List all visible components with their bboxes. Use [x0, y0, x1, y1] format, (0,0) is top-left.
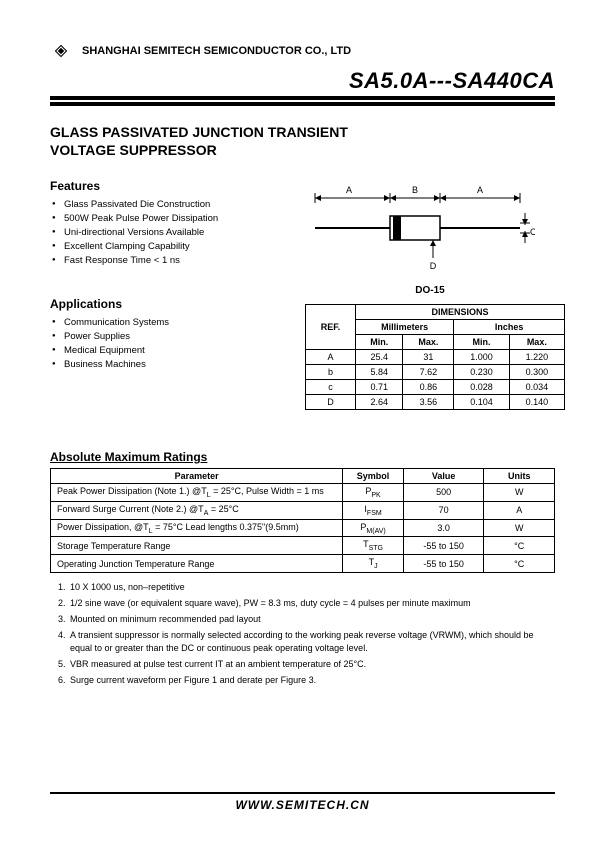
list-item: 500W Peak Pulse Power Dissipation: [64, 213, 285, 224]
abs-col-param: Parameter: [51, 469, 343, 484]
list-item: Uni-directional Versions Available: [64, 227, 285, 238]
list-item: Glass Passivated Die Construction: [64, 199, 285, 210]
dim-min: Min.: [454, 335, 509, 350]
package-drawing: A B A: [305, 173, 535, 283]
footer-rule: [50, 792, 555, 794]
page-title: GLASS PASSIVATED JUNCTION TRANSIENT VOLT…: [50, 124, 555, 159]
dim-mm-header: Millimeters: [356, 320, 454, 335]
table-row: b5.847.620.2300.300: [306, 365, 565, 380]
features-list: Glass Passivated Die Construction 500W Pe…: [50, 199, 285, 266]
applications-list: Communication Systems Power Supplies Medic…: [50, 317, 285, 370]
notes-list: 10 X 1000 us, non–repetitive 1/2 sine wav…: [50, 581, 555, 686]
svg-text:C: C: [530, 227, 535, 237]
list-item: Power Supplies: [64, 331, 285, 342]
part-range: SA5.0A---SA440CA: [50, 68, 555, 94]
dim-max: Max.: [509, 335, 564, 350]
list-item: A transient suppressor is normally selec…: [68, 629, 555, 653]
abs-heading: Absolute Maximum Ratings: [50, 450, 555, 464]
title-line2: VOLTAGE SUPPRESSOR: [50, 142, 217, 158]
dim-header: DIMENSIONS: [356, 305, 565, 320]
list-item: Business Machines: [64, 359, 285, 370]
footer-url: WWW.SEMITECH.CN: [50, 798, 555, 812]
abs-col-val: Value: [403, 469, 484, 484]
svg-text:D: D: [430, 261, 437, 271]
table-row: c0.710.860.0280.034: [306, 380, 565, 395]
list-item: Medical Equipment: [64, 345, 285, 356]
title-line1: GLASS PASSIVATED JUNCTION TRANSIENT: [50, 124, 348, 140]
list-item: Communication Systems: [64, 317, 285, 328]
svg-text:B: B: [412, 185, 418, 195]
features-heading: Features: [50, 179, 285, 193]
dim-max: Max.: [403, 335, 454, 350]
table-row: Peak Power Dissipation (Note 1.) @TL = 2…: [51, 484, 555, 502]
header-row: SHANGHAI SEMITECH SEMICONDUCTOR CO., LTD: [50, 40, 555, 62]
abs-col-sym: Symbol: [343, 469, 403, 484]
svg-text:A: A: [346, 185, 352, 195]
table-row: D2.643.560.1040.140: [306, 395, 565, 410]
table-row: A25.4311.0001.220: [306, 350, 565, 365]
table-row: Forward Surge Current (Note 2.) @TA = 25…: [51, 501, 555, 519]
rule-bottom: [50, 102, 555, 106]
package-label: DO-15: [305, 285, 555, 296]
svg-text:A: A: [477, 185, 483, 195]
list-item: 1/2 sine wave (or equivalent square wave…: [68, 597, 555, 609]
company-logo-icon: [50, 40, 72, 62]
rule-top: [50, 96, 555, 100]
list-item: Mounted on minimum recommended pad layou…: [68, 613, 555, 625]
list-item: Fast Response Time < 1 ns: [64, 255, 285, 266]
dimensions-table: REF. DIMENSIONS Millimeters Inches Min. …: [305, 304, 565, 410]
dim-min: Min.: [356, 335, 403, 350]
company-name: SHANGHAI SEMITECH SEMICONDUCTOR CO., LTD: [82, 45, 351, 57]
table-row: Storage Temperature RangeTSTG-55 to 150°…: [51, 537, 555, 555]
dim-in-header: Inches: [454, 320, 565, 335]
list-item: VBR measured at pulse test current IT at…: [68, 658, 555, 670]
abs-max-table: Parameter Symbol Value Units Peak Power …: [50, 468, 555, 573]
applications-heading: Applications: [50, 297, 285, 311]
abs-col-unit: Units: [484, 469, 555, 484]
footer: WWW.SEMITECH.CN: [50, 792, 555, 812]
table-row: Power Dissipation, @TL = 75°C Lead lengt…: [51, 519, 555, 537]
table-row: Operating Junction Temperature RangeTJ-5…: [51, 555, 555, 573]
dim-ref-header: REF.: [306, 305, 356, 350]
list-item: Surge current waveform per Figure 1 and …: [68, 674, 555, 686]
list-item: Excellent Clamping Capability: [64, 241, 285, 252]
list-item: 10 X 1000 us, non–repetitive: [68, 581, 555, 593]
